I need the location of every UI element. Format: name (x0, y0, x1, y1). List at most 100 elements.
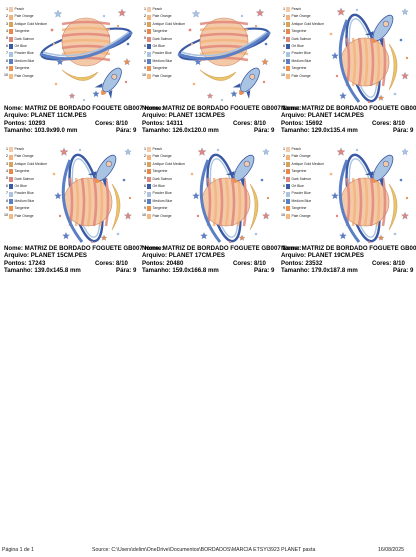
legend-swatch (147, 66, 151, 72)
legend-color-name: Pale Orange (14, 213, 34, 218)
design-name: MATRIZ DE BORDADO FOGUETE GB007 Nome: (162, 245, 302, 252)
legend-color-name: Medium Blue (152, 58, 173, 63)
legend-row: 4 Tangerine (2, 168, 48, 175)
legend-number: 2 (144, 14, 146, 19)
design-card-1: 1 Peach 2 Pale Orange 3 Antique Gold Medium 4 T… (0, 4, 163, 134)
legend-row: 10 Pale Orange (2, 213, 48, 220)
legend-swatch (286, 213, 290, 219)
colors-label: Cores: (233, 259, 253, 267)
legend-row: 8 Medium Blue (279, 58, 325, 65)
legend-number: 6 (283, 43, 285, 48)
legend-color-name: Tangerine (291, 29, 307, 34)
legend-number: 10 (281, 73, 285, 78)
design-info: Nome: MATRIZ DE BORDADO FOGUETE GB00 Arq… (281, 245, 416, 274)
file-label: Arquivo: (142, 112, 168, 120)
legend-color-name: Dark Salmon (152, 176, 173, 181)
colors-value: 8/10 (116, 119, 128, 127)
stops-label: Pára: (393, 126, 409, 134)
design-preview (0, 4, 136, 104)
legend-number: 6 (6, 183, 8, 188)
legend-color-name: Powder Blue (14, 51, 34, 56)
legend-color-name: Antique Gold Medium (152, 21, 186, 26)
size-value: 139.0x145.8 mm (34, 266, 81, 274)
legend-color-name: Tangerine (291, 206, 307, 211)
legend-swatch (286, 29, 290, 35)
legend-row: 10 Pale Orange (2, 73, 48, 80)
legend-color-name: Pale Orange (291, 73, 311, 78)
legend-swatch (286, 169, 290, 175)
legend-swatch (9, 29, 13, 35)
legend-swatch (9, 161, 13, 167)
legend-number: 6 (144, 183, 146, 188)
legend-row: 5 Dark Salmon (2, 36, 48, 43)
legend-row: 2 Pale Orange (279, 153, 325, 160)
legend-swatch (9, 66, 13, 72)
legend-color-name: Dark Salmon (291, 176, 312, 181)
legend-row: 8 Medium Blue (2, 198, 48, 205)
legend-color-name: Tangerine (14, 206, 30, 211)
size-label: Tamanho: (281, 126, 310, 134)
legend-row: 8 Medium Blue (279, 198, 325, 205)
legend-swatch (286, 198, 290, 204)
legend-swatch (286, 14, 290, 20)
name-label: Nome: (4, 105, 23, 112)
page-footer: Página 1 de 1 Source: C:\Users\delim\One… (0, 547, 416, 556)
name-label: Nome: (281, 245, 300, 252)
legend-swatch (9, 73, 13, 79)
legend-color-name: Pale Orange (152, 154, 172, 159)
colors-label: Cores: (372, 119, 392, 127)
legend-color-name: Tangerine (152, 29, 168, 34)
legend-swatch (9, 58, 13, 64)
design-card-3: 1 Peach 2 Pale Orange 3 Antique Gold Medium 4 T… (277, 4, 416, 134)
stops-label: Pára: (116, 266, 132, 274)
legend-number: 3 (144, 161, 146, 166)
colors-label: Cores: (95, 259, 115, 267)
legend-color-name: Dark Salmon (14, 36, 35, 41)
stops-value: 9 (132, 266, 137, 274)
legend-row: 10 Pale Orange (140, 73, 186, 80)
stitch-count: 10293 (28, 119, 46, 127)
legend-row: 7 Powder Blue (279, 50, 325, 57)
file-name: PLANET 17CM.PES (168, 252, 225, 260)
legend-color-name: Tangerine (14, 29, 30, 34)
name-label: Nome: (142, 105, 161, 112)
legend-swatch (286, 184, 290, 190)
legend-number: 7 (283, 191, 285, 196)
legend-row: 4 Tangerine (279, 168, 325, 175)
size-value: 159.0x166.8 mm (172, 266, 219, 274)
design-name: MATRIZ DE BORDADO FOGUETE GB00 (301, 105, 416, 112)
stitch-count: 20480 (166, 259, 184, 267)
legend-swatch (147, 198, 151, 204)
file-label: Arquivo: (4, 112, 30, 120)
legend-row: 1 Peach (140, 6, 186, 13)
legend-number: 1 (144, 146, 146, 151)
page-number: Página 1 de 1 (2, 547, 35, 553)
design-info: Nome: MATRIZ DE BORDADO FOGUETE GB007 No… (142, 105, 301, 134)
legend-row: 6 Ort Blue (140, 43, 186, 50)
stops-label: Pára: (393, 266, 409, 274)
legend-color-name: Pale Orange (291, 154, 311, 159)
stitches-label: Pontos: (142, 119, 165, 127)
legend-row: 6 Ort Blue (2, 183, 48, 190)
stitch-count: 23532 (305, 259, 323, 267)
legend-swatch (286, 206, 290, 212)
legend-row: 1 Peach (2, 146, 48, 153)
legend-swatch (9, 21, 13, 27)
legend-color-name: Pale Orange (152, 73, 172, 78)
legend-swatch (286, 191, 290, 197)
legend-swatch (147, 184, 151, 190)
legend-color-name: Peach (14, 146, 25, 151)
legend-swatch (286, 51, 290, 57)
legend-color-name: Pale Orange (291, 14, 311, 19)
legend-color-name: Ort Blue (291, 183, 304, 188)
size-label: Tamanho: (4, 266, 33, 274)
legend-swatch (147, 58, 151, 64)
legend-number: 3 (283, 21, 285, 26)
legend-row: 2 Pale Orange (140, 13, 186, 20)
file-label: Arquivo: (281, 252, 307, 260)
design-info: Nome: MATRIZ DE BORDADO FOGUETE GB007 No… (142, 245, 301, 274)
legend-row: 1 Peach (279, 146, 325, 153)
legend-swatch (147, 161, 151, 167)
legend-row: 3 Antique Gold Medium (2, 161, 48, 168)
legend-color-name: Dark Salmon (14, 176, 35, 181)
